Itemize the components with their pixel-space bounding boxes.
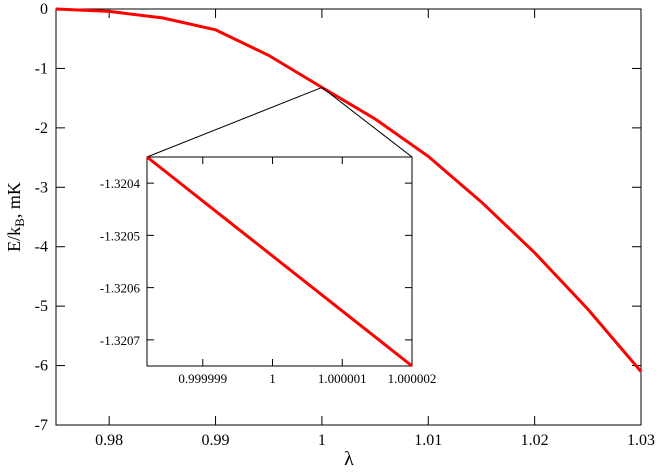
- zoom-connector-left: [146, 86, 323, 158]
- zoom-connector-right: [321, 87, 413, 158]
- y-tick-label: -5: [35, 298, 48, 315]
- inset-energy-curve: [146, 155, 413, 368]
- x-axis-ticks: 0.98 0.99 1 1.01 1.02 1.03: [95, 9, 655, 449]
- x-tick-label: 1.02: [521, 432, 549, 449]
- inset-y-tick-label: -1.3205: [100, 228, 140, 243]
- inset-x-tick-label: 1: [269, 371, 276, 386]
- plot-area: [55, 8, 642, 426]
- y-tick-label: -4: [35, 239, 48, 256]
- x-tick-label: 1.01: [414, 432, 442, 449]
- x-axis-title: λ: [344, 448, 354, 470]
- inset-x-tick-label: 1.000001: [318, 371, 367, 386]
- inset-x-tick-label: 0.999999: [178, 371, 227, 386]
- y-tick-label: -2: [35, 120, 48, 137]
- x-tick-label: 0.99: [202, 432, 230, 449]
- inset-y-axis-ticks: -1.3204 -1.3205 -1.3206 -1.3207: [100, 176, 412, 348]
- y-tick-label: -6: [35, 358, 48, 375]
- x-tick-label: 0.98: [95, 432, 123, 449]
- inset-x-tick-label: 1.000002: [388, 371, 437, 386]
- inset-y-tick-label: -1.3204: [100, 176, 141, 191]
- y-tick-label: -1: [35, 60, 48, 77]
- y-tick-label: -3: [35, 179, 48, 196]
- y-axis-title: E/kB, mK: [4, 182, 27, 252]
- y-tick-label: 0: [40, 1, 48, 18]
- inset-x-axis-ticks: 0.999999 1 1.000001 1.000002: [178, 157, 436, 386]
- inset-y-tick-label: -1.3207: [100, 333, 141, 348]
- energy-curve: [55, 7, 643, 373]
- x-tick-label: 1.03: [627, 432, 655, 449]
- y-tick-label: -7: [35, 417, 48, 434]
- inset-y-tick-label: -1.3206: [100, 281, 141, 296]
- x-tick-label: 1: [318, 432, 326, 449]
